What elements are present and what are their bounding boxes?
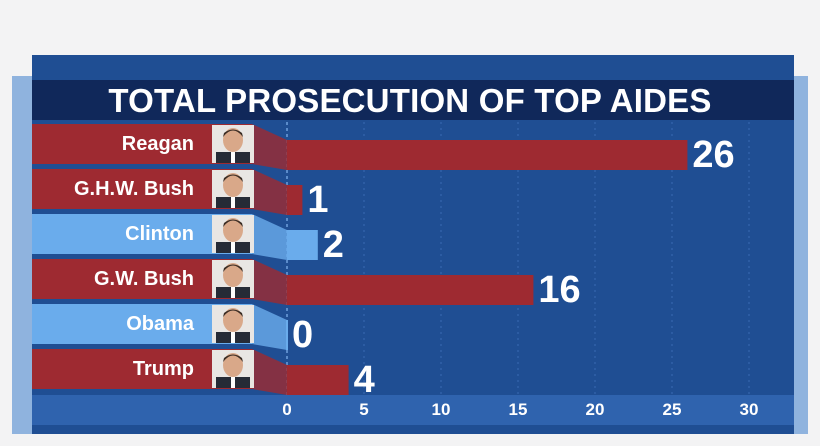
value-label: 16 (538, 269, 581, 311)
band-connector (252, 124, 287, 170)
portrait-hair (223, 219, 243, 227)
chart-title: TOTAL PROSECUTION OF TOP AIDES (108, 82, 712, 119)
bars (286, 140, 688, 395)
x-tick-label: 0 (282, 400, 292, 419)
grid-lines (286, 122, 750, 396)
x-tick-label: 15 (508, 400, 528, 419)
value-label: 26 (692, 134, 735, 176)
x-tick-label: 5 (359, 400, 369, 419)
portrait-hair (223, 309, 243, 317)
value-label: 0 (292, 314, 314, 356)
category-label: Trump (132, 358, 194, 380)
portrait-face (223, 218, 243, 242)
band-connector (252, 304, 287, 350)
category-label: Reagan (121, 133, 194, 155)
category-label: G.W. Bush (94, 268, 194, 290)
portrait-face (223, 263, 243, 287)
category-label: G.H.W. Bush (74, 178, 194, 200)
x-tick-label: 20 (585, 400, 605, 419)
bar (287, 365, 349, 395)
portrait-hair (223, 354, 243, 362)
x-tick-label: 25 (662, 400, 682, 419)
portrait-shirt (231, 332, 235, 343)
value-label: 4 (353, 359, 375, 401)
portrait-shirt (231, 197, 235, 208)
portrait-shirt (231, 152, 235, 163)
portrait-face (223, 353, 243, 377)
axis-band (32, 395, 794, 425)
portrait-face (223, 308, 243, 332)
title-band (32, 80, 794, 120)
portrait-shirt (231, 242, 235, 253)
bar (287, 275, 534, 305)
portrait-hair (223, 264, 243, 272)
band-connector (252, 349, 287, 395)
band-connector (252, 169, 287, 215)
portrait-hair (223, 129, 243, 137)
band-connector (252, 259, 287, 305)
portrait-shirt (231, 377, 235, 388)
portrait-shirt (231, 287, 235, 298)
portrait-face (223, 128, 243, 152)
band-connector (252, 214, 287, 260)
portrait-hair (223, 174, 243, 182)
portrait-face (223, 173, 243, 197)
x-tick-label: 30 (739, 400, 759, 419)
bar (287, 140, 688, 170)
value-label: 2 (322, 224, 344, 266)
bar (287, 185, 303, 215)
portraits (212, 125, 254, 388)
x-tick-label: 10 (431, 400, 451, 419)
category-label: Clinton (125, 223, 194, 245)
bar (287, 230, 318, 260)
value-label: 1 (307, 179, 329, 221)
category-label: Obama (126, 313, 194, 335)
